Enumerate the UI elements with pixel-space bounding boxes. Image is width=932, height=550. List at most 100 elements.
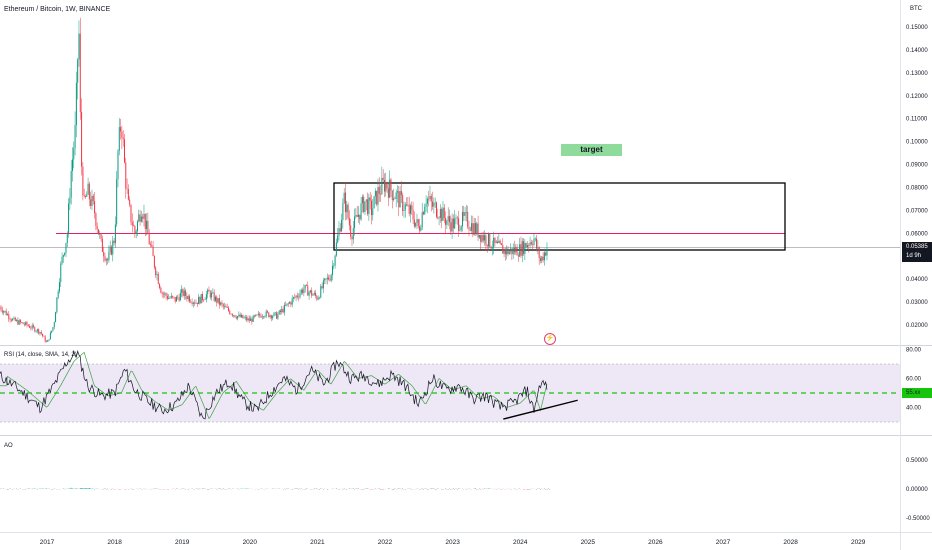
- candle-body: [519, 244, 521, 257]
- candle-body: [126, 188, 128, 190]
- candle-body: [175, 296, 177, 302]
- candle-body: [74, 124, 76, 149]
- candle-body: [442, 207, 444, 221]
- lightning-icon[interactable]: ⚡: [544, 333, 556, 345]
- chart-title[interactable]: Ethereum / Bitcoin, 1W, BINANCE: [4, 6, 111, 13]
- candle-body: [445, 217, 447, 225]
- candle-body: [435, 202, 437, 217]
- candle-body: [385, 182, 387, 192]
- candle-body: [300, 289, 302, 294]
- candle-body: [99, 234, 101, 235]
- candle-body: [82, 166, 84, 196]
- candle-body: [39, 332, 41, 334]
- candle-body: [348, 218, 350, 226]
- candle-body: [213, 292, 215, 301]
- candle-body: [130, 204, 132, 223]
- candle-body: [123, 139, 125, 163]
- candle-body: [333, 265, 335, 267]
- ao-indicator-label[interactable]: AO: [4, 443, 13, 449]
- candle-body: [253, 315, 255, 317]
- candle-body: [407, 204, 409, 206]
- candle-body: [372, 208, 374, 216]
- candle-body: [101, 238, 103, 252]
- candle-body: [455, 217, 457, 219]
- candle-body: [270, 315, 272, 319]
- candle-body: [337, 235, 339, 243]
- candle-body: [429, 195, 431, 200]
- candle-body: [156, 274, 158, 276]
- candle-body: [259, 313, 261, 316]
- current-price: 0.05385: [906, 244, 928, 250]
- target-label[interactable]: target: [561, 144, 622, 156]
- candle-body: [480, 234, 482, 242]
- candle-body: [188, 296, 190, 302]
- candle-body: [402, 195, 404, 212]
- candle-body: [494, 237, 496, 243]
- rsi-indicator-label[interactable]: RSI (14, close, SMA, 14, 2): [4, 352, 77, 358]
- candle-body: [43, 335, 45, 337]
- candle-body: [125, 162, 127, 189]
- candle-body: [526, 245, 528, 248]
- candle-body: [370, 200, 372, 216]
- candle-body: [29, 326, 31, 328]
- candle-body: [482, 234, 484, 241]
- candle-body: [490, 246, 492, 249]
- candle-body: [485, 235, 487, 245]
- candle-body: [204, 299, 206, 301]
- candle-body: [291, 298, 293, 305]
- candle-body: [299, 293, 301, 298]
- candle-body: [330, 274, 332, 281]
- candle-body: [84, 196, 86, 197]
- candle-body: [113, 240, 115, 244]
- candle-body: [391, 190, 393, 201]
- candle-body: [507, 248, 509, 255]
- candle-body: [320, 286, 322, 298]
- candle-body: [277, 314, 279, 319]
- candle-body: [205, 294, 207, 300]
- time-axis[interactable]: 2017 2018 2019 2020 2021 2022 2023 2024 2025 2026…: [40, 539, 866, 546]
- candle-body: [198, 297, 200, 305]
- candle-body: [81, 112, 83, 167]
- candle-body: [108, 252, 110, 261]
- candle-body: [493, 237, 495, 248]
- range-box[interactable]: [333, 182, 786, 251]
- rsi-line: [0, 349, 548, 420]
- price-tick-label: 0.13000: [906, 71, 928, 77]
- candle-body: [412, 209, 414, 220]
- price-tick-label: 0.06000: [906, 231, 928, 237]
- candle-body: [114, 224, 116, 244]
- candle-body: [416, 219, 418, 223]
- candle-body: [524, 243, 526, 254]
- rsi-trendline[interactable]: [503, 399, 578, 420]
- candle-body: [318, 297, 320, 299]
- candle-body: [394, 198, 396, 200]
- candle-body: [169, 297, 171, 299]
- candle-body: [439, 209, 441, 218]
- price-axis[interactable]: 0.15000 0.14000 0.13000 0.12000 0.11000 0.100…: [906, 25, 928, 329]
- candle-body: [406, 204, 408, 206]
- candle-body: [238, 314, 240, 317]
- candle-body: [203, 299, 205, 301]
- candle-body: [419, 226, 421, 231]
- candle-body: [350, 225, 352, 237]
- candle-body: [541, 256, 543, 261]
- candle-body: [304, 284, 306, 289]
- candle-body: [139, 214, 141, 222]
- candle-body: [68, 203, 70, 235]
- candle-body: [3, 311, 5, 313]
- candle-body: [235, 317, 237, 319]
- candle-body: [487, 233, 489, 247]
- candle-body: [296, 295, 298, 297]
- candle-body: [1, 309, 3, 313]
- candle-body: [131, 222, 133, 226]
- candle-body: [432, 201, 434, 207]
- rsi-tick-label: 80.00: [906, 348, 922, 354]
- candle-body: [36, 329, 38, 332]
- price-tick-label: 0.10000: [906, 140, 928, 146]
- candle-body: [393, 198, 395, 201]
- candle-body: [465, 211, 467, 213]
- time-tick-label: 2029: [851, 539, 866, 546]
- candle-body: [278, 310, 280, 315]
- candle-body: [71, 159, 73, 171]
